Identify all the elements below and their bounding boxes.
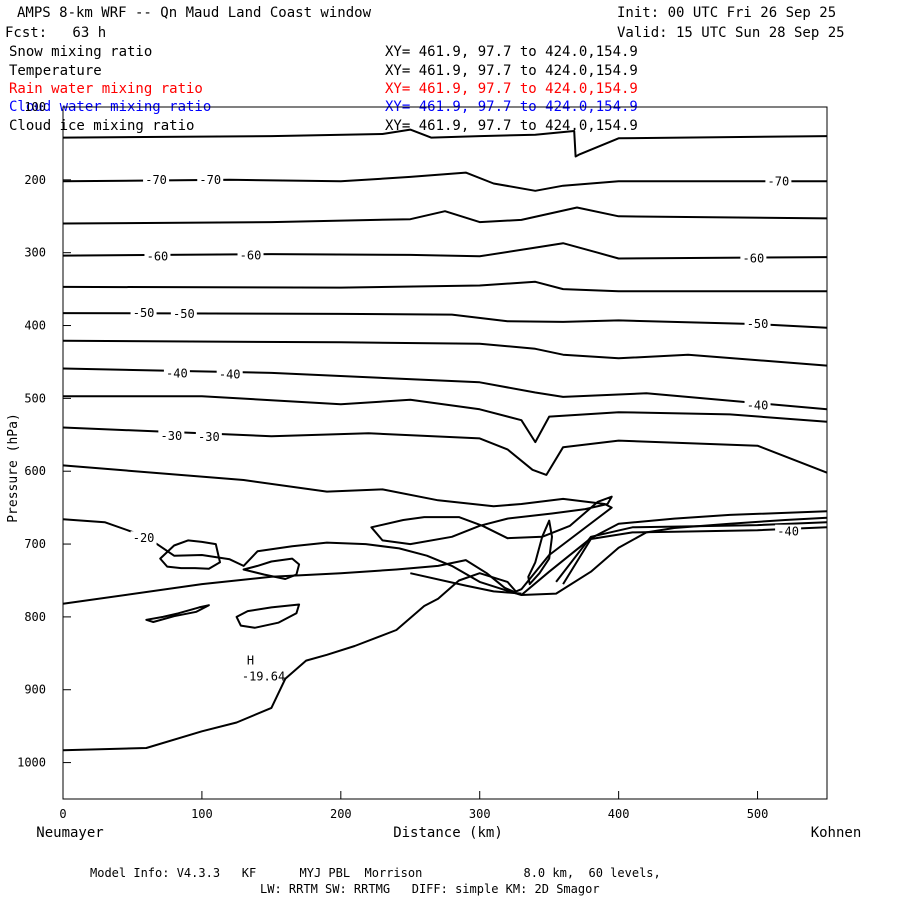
contour-line	[62, 280, 827, 293]
header-init: Init: 00 UTC Fri 26 Sep 25	[617, 5, 837, 21]
end-location-label: Kohnen	[811, 825, 862, 841]
header-valid: Valid: 15 UTC Sun 28 Sep 25	[617, 25, 845, 41]
header-fcst: Fcst: 63 h	[5, 25, 107, 41]
y-tick-label: 400	[24, 319, 46, 333]
contour-label-gap	[130, 306, 157, 321]
contour-line	[159, 539, 221, 570]
start-location-label: Neumayer	[36, 825, 103, 841]
y-tick-label: 700	[24, 537, 46, 551]
contour-line	[555, 521, 828, 583]
field-name: Rain water mixing ratio	[9, 81, 203, 97]
contour-line	[62, 516, 828, 596]
contour-line	[235, 603, 301, 629]
contour-line	[62, 367, 828, 411]
field-xy: XY= 461.9, 97.7 to 424.0,154.9	[385, 118, 638, 134]
contour-label-gap	[195, 429, 222, 444]
contour-label-gap	[144, 249, 171, 264]
y-tick-label: 600	[24, 464, 46, 478]
contour-label: -70	[768, 174, 790, 188]
contour-label: -50	[173, 307, 195, 321]
contour-label-gap	[740, 251, 767, 266]
contour-line	[62, 171, 827, 192]
contour-label: -40	[166, 367, 188, 381]
contour-label: -50	[133, 306, 155, 320]
contour-label-gap	[765, 174, 792, 189]
contour-label: -40	[747, 399, 769, 413]
contour-label-gap	[744, 398, 771, 413]
contour-label-gap	[744, 317, 771, 332]
contour-label: -60	[743, 252, 765, 266]
contour-label: -70	[199, 173, 221, 187]
y-tick-label: 100	[24, 100, 46, 114]
contour-label-gap	[237, 248, 264, 263]
x-tick-label: 200	[330, 807, 352, 821]
x-axis-label: Distance (km)	[393, 825, 503, 841]
contour-line	[63, 395, 828, 444]
x-tick-label: 500	[747, 807, 769, 821]
contour-label: -40	[219, 367, 241, 381]
contour-label: -40	[777, 525, 799, 539]
x-tick-label: 300	[469, 807, 491, 821]
contour-label-gap	[163, 366, 190, 381]
field-name: Snow mixing ratio	[9, 44, 153, 60]
contour-label: -50	[747, 317, 769, 331]
y-axis-label: Pressure (hPa)	[6, 413, 21, 523]
contour-label-gap	[130, 531, 157, 546]
contour-line	[410, 572, 522, 595]
contour-label-gap	[197, 172, 224, 187]
y-tick-label: 300	[24, 246, 46, 260]
field-name: Cloud ice mixing ratio	[9, 118, 195, 134]
header-title: AMPS 8-km WRF -- Qn Maud Land Coast wind…	[17, 5, 372, 21]
field-name: Temperature	[9, 63, 102, 79]
y-tick-label: 1000	[17, 756, 46, 770]
field-xy: XY= 461.9, 97.7 to 424.0,154.9	[385, 63, 638, 79]
contour-line	[62, 206, 828, 225]
max-marker-value: -19.64	[242, 669, 285, 683]
contour-label: -60	[147, 249, 169, 263]
contour-line	[62, 426, 828, 476]
contour-line	[145, 604, 210, 623]
contour-line	[527, 519, 553, 586]
x-tick-label: 0	[59, 807, 66, 821]
contour-line	[62, 242, 828, 260]
contour-label: -70	[145, 173, 167, 187]
contour-line	[62, 312, 828, 329]
contour-line	[520, 510, 828, 596]
contour-line	[62, 339, 828, 367]
contour-line	[242, 557, 301, 580]
y-tick-label: 900	[24, 683, 46, 697]
contour-line	[62, 128, 828, 158]
x-tick-label: 400	[608, 807, 630, 821]
contour-line	[562, 526, 828, 585]
contour-label-gap	[143, 172, 170, 187]
footer-model-info: Model Info: V4.3.3 KF MYJ PBL Morrison 8…	[90, 866, 661, 880]
contour-label: -30	[198, 430, 220, 444]
contour-label: -30	[161, 429, 183, 443]
contour-label-gap	[170, 306, 197, 321]
contour-label-gap	[216, 367, 243, 382]
contour-line	[62, 572, 517, 752]
contour-line	[370, 495, 613, 546]
footer-physics-info: LW: RRTM SW: RRTMG DIFF: simple KM: 2D S…	[260, 882, 600, 896]
contour-label-gap	[158, 429, 185, 444]
field-xy: XY= 461.9, 97.7 to 424.0,154.9	[385, 44, 638, 60]
plot-frame	[62, 106, 828, 800]
contour-label: -20	[133, 531, 155, 545]
y-tick-label: 200	[24, 173, 46, 187]
field-xy: XY= 461.9, 97.7 to 424.0,154.9	[385, 81, 638, 97]
y-tick-label: 500	[24, 391, 46, 405]
contour-label-gap	[775, 524, 802, 539]
max-marker-label: H	[247, 653, 254, 667]
x-tick-label: 100	[191, 807, 213, 821]
y-tick-label: 800	[24, 610, 46, 624]
contour-label: -60	[240, 249, 262, 263]
